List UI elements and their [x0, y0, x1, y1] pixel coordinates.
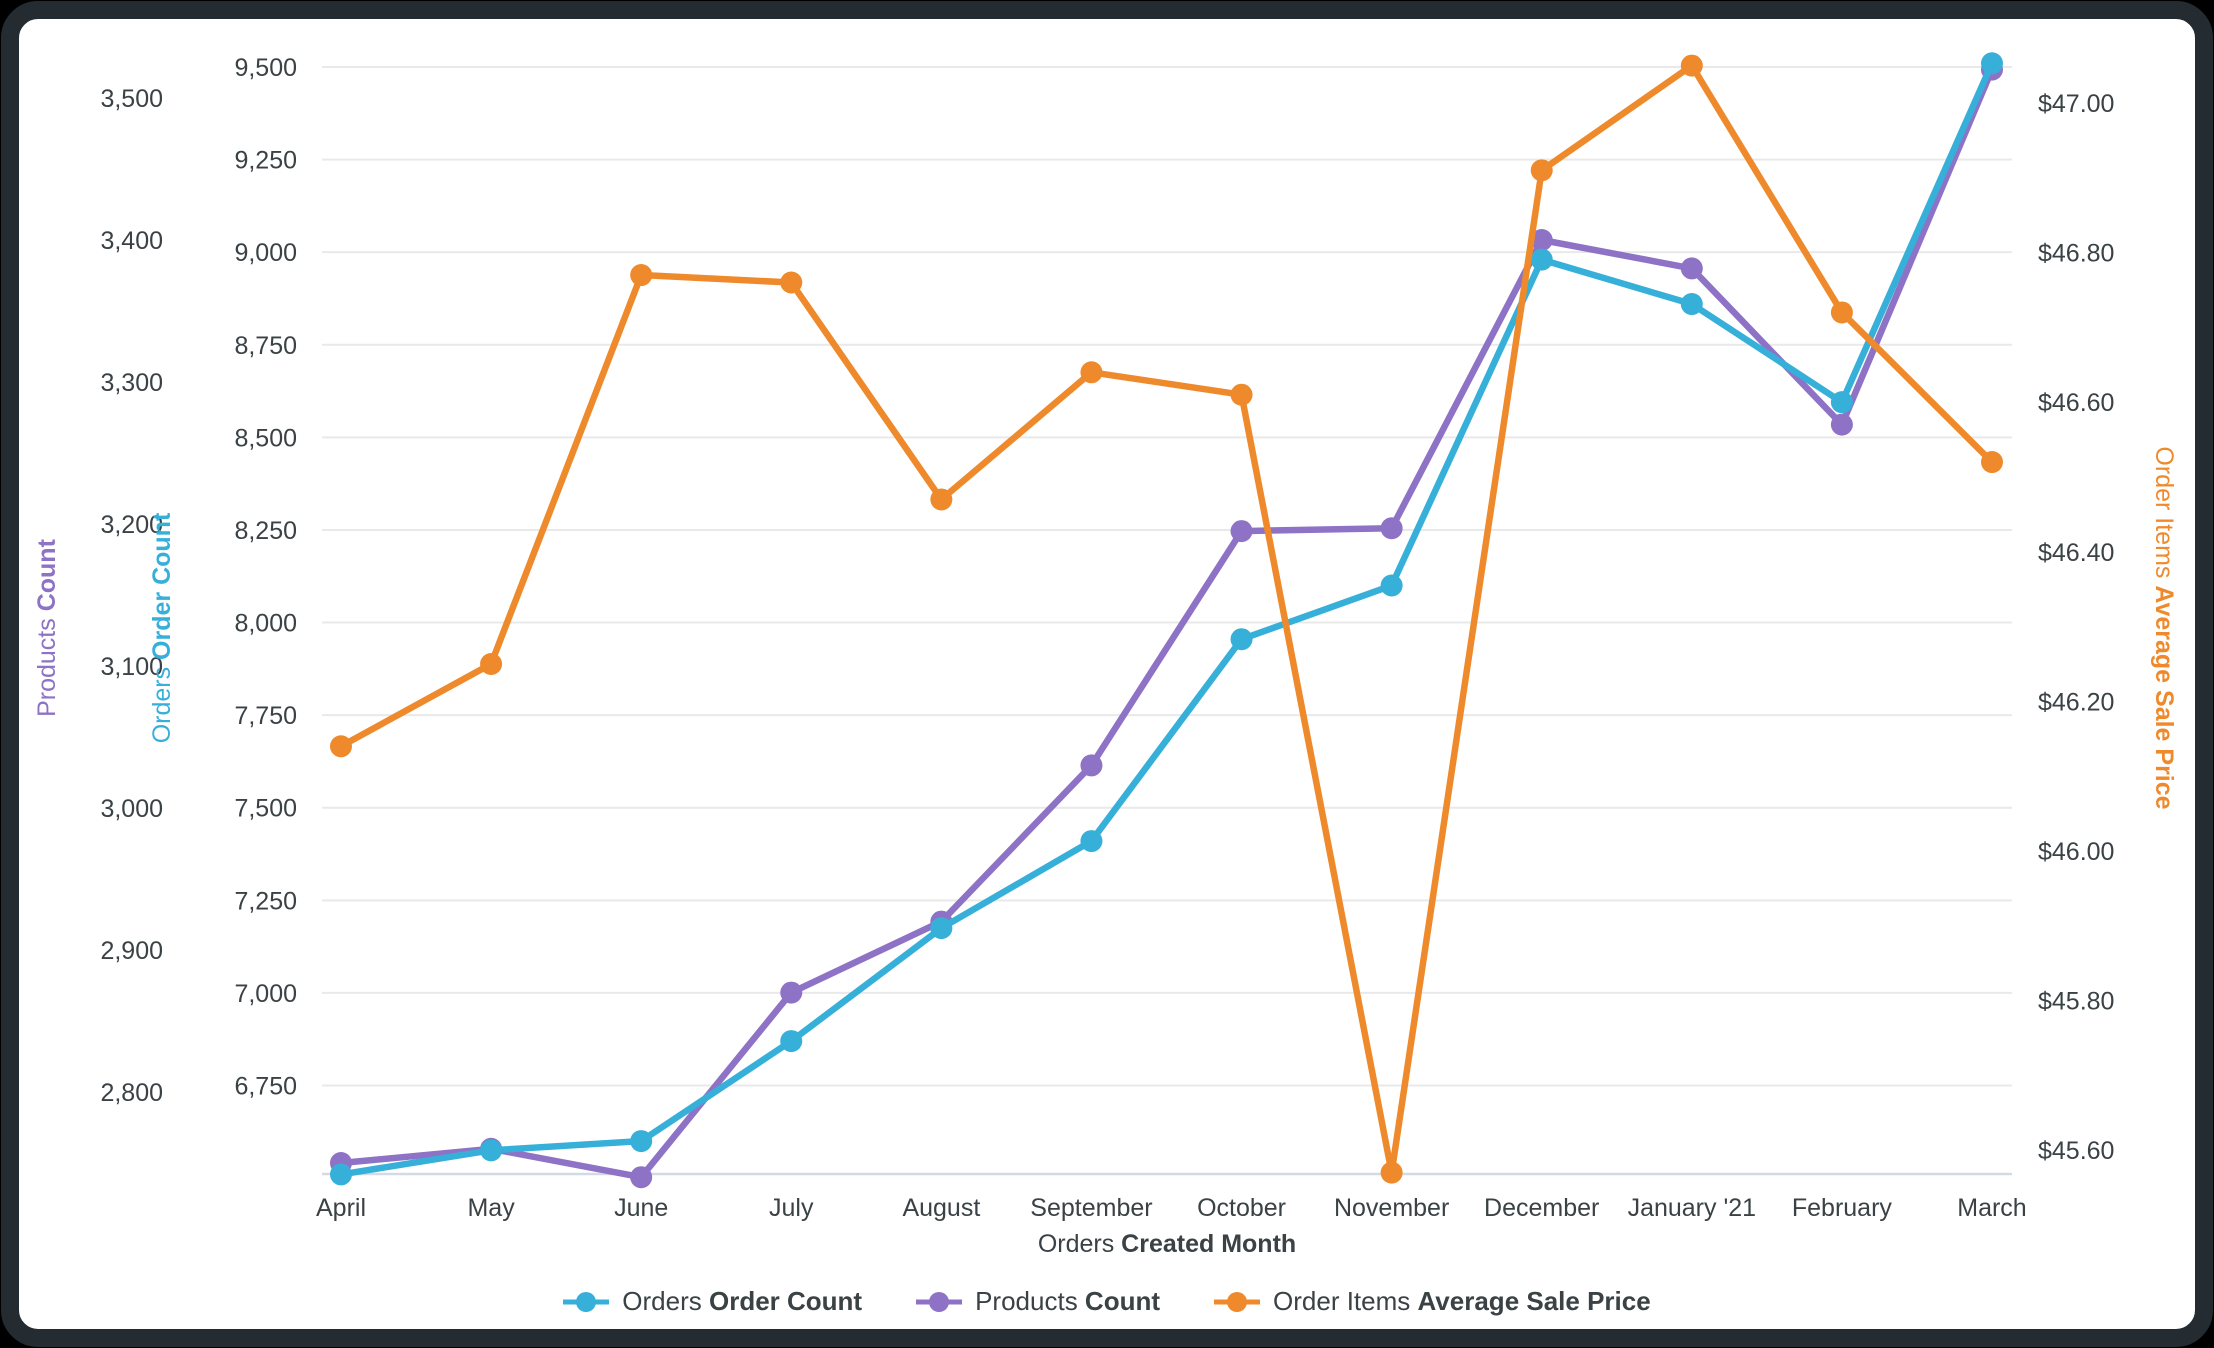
chart-legend: Orders Order Count Products Count Order It…: [0, 1286, 2214, 1317]
y-tick-label: 9,000: [234, 239, 297, 267]
data-point-orders_order_count_series-8[interactable]: [1530, 248, 1553, 271]
x-tick-label: September: [1030, 1194, 1152, 1222]
data-point-order_items_avg_sale_price_series-11[interactable]: [1980, 451, 2003, 474]
y-tick-label: $46.40: [2038, 539, 2114, 567]
data-point-products_count_series-3[interactable]: [780, 981, 803, 1004]
data-point-orders_order_count_series-7[interactable]: [1380, 574, 1403, 597]
data-point-order_items_avg_sale_price_series-2[interactable]: [630, 264, 653, 287]
data-point-products_count_series-2[interactable]: [630, 1166, 653, 1189]
data-point-order_items_avg_sale_price_series-8[interactable]: [1530, 159, 1553, 182]
y-tick-label: 7,500: [234, 795, 297, 823]
data-point-products_count_series-5[interactable]: [1080, 754, 1103, 777]
x-tick-label: December: [1484, 1194, 1599, 1222]
data-point-orders_order_count_series-4[interactable]: [930, 917, 953, 940]
legend-label-view: Orders: [622, 1286, 709, 1316]
x-tick-label: January '21: [1628, 1194, 1756, 1222]
y-tick-label: 8,250: [234, 517, 297, 545]
y-tick-label: $46.60: [2038, 389, 2114, 417]
data-point-products_count_series-7[interactable]: [1380, 517, 1403, 540]
data-point-orders_order_count_series-1[interactable]: [480, 1139, 503, 1162]
series-line-products_count_series: [337, 66, 1996, 1181]
y-tick-label: $46.80: [2038, 240, 2114, 268]
y-tick-label: 3,100: [100, 653, 163, 681]
legend-label-field: Average Sale Price: [1417, 1286, 1651, 1316]
data-point-order_items_avg_sale_price_series-1[interactable]: [480, 653, 503, 675]
y-tick-label: 3,200: [100, 511, 163, 539]
y-tick-label: 2,800: [100, 1079, 163, 1107]
y-tick-label: 3,000: [100, 795, 163, 823]
data-point-orders_order_count_series-11[interactable]: [1980, 52, 2003, 75]
data-point-order_items_avg_sale_price_series-0[interactable]: [330, 735, 352, 758]
data-point-order_items_avg_sale_price_series-9[interactable]: [1680, 54, 1703, 77]
y-tick-label: 3,400: [100, 227, 163, 255]
data-point-products_count_series-9[interactable]: [1680, 257, 1703, 280]
data-point-orders_order_count_series-3[interactable]: [780, 1030, 803, 1053]
y-tick-label: 7,000: [234, 980, 297, 1008]
series-line-order_items_avg_sale_price_series: [337, 62, 1996, 1176]
y-tick-label: 3,500: [100, 85, 163, 113]
y-tick-label: 7,750: [234, 702, 297, 730]
data-point-order_items_avg_sale_price_series-3[interactable]: [780, 271, 803, 294]
y-tick-label: $46.20: [2038, 688, 2114, 716]
y-tick-label: $47.00: [2038, 90, 2114, 118]
data-point-order_items_avg_sale_price_series-7[interactable]: [1380, 1161, 1403, 1184]
legend-label-field: Order Count: [708, 1286, 863, 1316]
y-tick-label: 8,500: [234, 424, 297, 452]
legend-item-products_count_series[interactable]: Products Count: [916, 1286, 1160, 1317]
y-tick-label: 8,750: [234, 332, 297, 360]
x-tick-label: June: [614, 1194, 668, 1222]
legend-label-view: Order Items: [1273, 1286, 1418, 1316]
y-axis-title: Products Count: [33, 538, 61, 716]
y-tick-label: 8,000: [234, 610, 297, 638]
data-point-orders_order_count_series-0[interactable]: [330, 1163, 352, 1186]
y-tick-label: 6,750: [234, 1073, 297, 1101]
data-point-products_count_series-8[interactable]: [1530, 229, 1553, 251]
legend-label-field: Count: [1084, 1286, 1161, 1316]
x-tick-label: April: [316, 1194, 366, 1222]
y-tick-label: 9,250: [234, 147, 297, 175]
y-tick-label: 3,300: [100, 369, 163, 397]
card-background: [10, 10, 2204, 1338]
data-point-orders_order_count_series-10[interactable]: [1830, 391, 1853, 414]
x-tick-label: May: [467, 1194, 515, 1222]
y-axis-title: Order Items Average Sale Price: [2150, 446, 2178, 809]
legend-item-orders_order_count_series[interactable]: Orders Order Count: [563, 1286, 862, 1317]
legend-marker-icon: [563, 1291, 610, 1312]
y-tick-label: 2,900: [100, 937, 163, 965]
y-tick-label: $45.80: [2038, 988, 2114, 1016]
x-axis-title: Orders Created Month: [1038, 1230, 1296, 1258]
legend-marker-icon: [1214, 1291, 1261, 1312]
x-tick-label: February: [1792, 1194, 1893, 1222]
data-point-order_items_avg_sale_price_series-5[interactable]: [1080, 361, 1103, 384]
series-line-orders_order_count_series: [337, 60, 1996, 1178]
legend-marker-icon: [916, 1291, 963, 1312]
data-point-orders_order_count_series-9[interactable]: [1680, 293, 1703, 316]
data-point-orders_order_count_series-6[interactable]: [1230, 628, 1253, 651]
data-point-order_items_avg_sale_price_series-6[interactable]: [1230, 383, 1253, 406]
legend-item-order_items_avg_sale_price_series[interactable]: Order Items Average Sale Price: [1214, 1286, 1651, 1317]
data-point-order_items_avg_sale_price_series-10[interactable]: [1830, 301, 1853, 324]
data-point-products_count_series-10[interactable]: [1830, 413, 1853, 436]
data-point-order_items_avg_sale_price_series-4[interactable]: [930, 488, 953, 511]
x-tick-label: October: [1197, 1194, 1286, 1222]
x-tick-label: August: [902, 1194, 980, 1222]
x-tick-label: July: [769, 1194, 814, 1222]
x-tick-label: November: [1334, 1194, 1449, 1222]
y-axis-title: Orders Order Count: [148, 512, 176, 743]
data-point-products_count_series-6[interactable]: [1230, 520, 1253, 543]
x-tick-label: March: [1957, 1194, 2026, 1222]
y-tick-label: $45.60: [2038, 1137, 2114, 1165]
data-point-orders_order_count_series-2[interactable]: [630, 1130, 653, 1153]
y-tick-label: $46.00: [2038, 838, 2114, 866]
legend-label-view: Products: [975, 1286, 1085, 1316]
y-tick-label: 7,250: [234, 887, 297, 915]
y-tick-label: 9,500: [234, 54, 297, 82]
data-point-orders_order_count_series-5[interactable]: [1080, 830, 1103, 853]
